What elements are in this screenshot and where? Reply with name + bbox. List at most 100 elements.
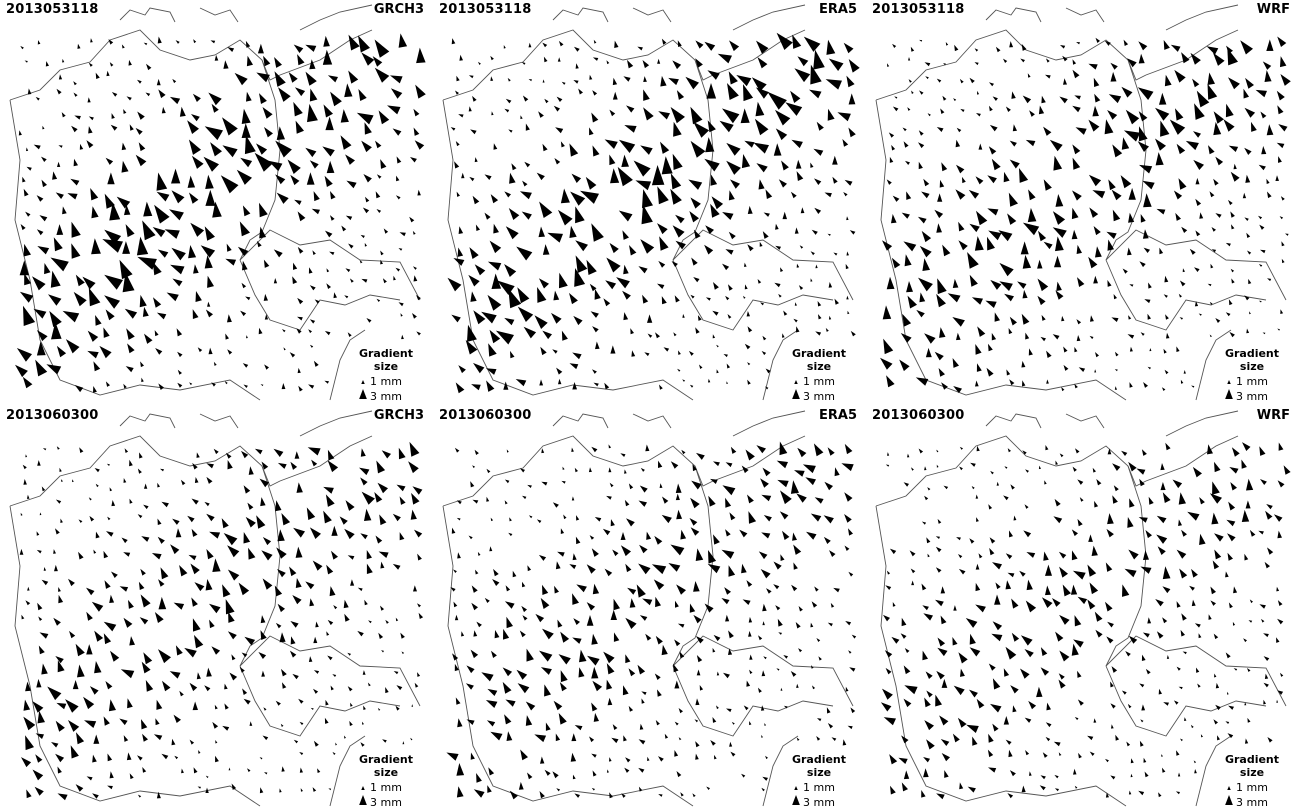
gradient-symbol [725, 249, 734, 255]
gradient-symbol [309, 527, 321, 539]
gradient-symbol [1249, 599, 1253, 604]
gradient-symbol [129, 459, 133, 467]
gradient-symbol [292, 276, 298, 284]
gradient-symbol [1245, 738, 1249, 744]
gradient-symbol [171, 168, 181, 184]
gradient-symbol [1011, 632, 1020, 642]
gradient-symbol [292, 673, 299, 680]
gradient-symbol [471, 384, 481, 391]
gradient-symbol [1126, 58, 1137, 68]
gradient-symbol [557, 551, 565, 557]
gradient-symbol [570, 752, 577, 762]
gradient-symbol [1230, 171, 1240, 182]
gradient-symbol [641, 204, 653, 225]
gradient-symbol [670, 461, 679, 469]
gradient-symbol [361, 140, 372, 153]
gradient-symbol [311, 208, 320, 215]
gradient-symbol [693, 229, 701, 239]
gradient-symbol [694, 719, 699, 723]
triangle-icon [789, 388, 803, 403]
gradient-symbol [940, 739, 950, 746]
gradient-symbol [574, 467, 578, 473]
gradient-legend: Gradient size 1 mm 3 mm [1212, 753, 1292, 809]
gradient-symbol [1225, 103, 1234, 118]
gradient-symbol [696, 669, 701, 676]
gradient-symbol [678, 737, 682, 741]
panel-date-label: 2013060300 [439, 408, 532, 423]
gradient-symbol [1240, 40, 1253, 55]
gradient-symbol [139, 294, 147, 308]
gradient-symbol [1003, 716, 1009, 725]
gradient-symbol [1063, 78, 1067, 85]
gradient-symbol [1040, 775, 1046, 780]
gradient-symbol [347, 652, 351, 656]
gradient-symbol [470, 649, 479, 659]
triangle-icon [789, 779, 803, 794]
border-line [875, 99, 1127, 401]
gradient-symbol [107, 172, 115, 185]
gradient-symbol [94, 468, 100, 473]
gradient-symbol [624, 499, 630, 507]
gradient-symbol [350, 579, 355, 586]
gradient-symbol [658, 260, 666, 268]
gradient-symbol [848, 528, 853, 536]
gradient-symbol [620, 532, 626, 540]
gradient-symbol [489, 546, 493, 552]
gradient-symbol [1007, 213, 1017, 225]
gradient-symbol [985, 300, 997, 308]
gradient-symbol [810, 64, 822, 85]
gradient-symbol [379, 514, 387, 526]
gradient-symbol [455, 90, 459, 95]
gradient-symbol [33, 144, 41, 150]
gradient-symbol [845, 686, 849, 692]
gradient-symbol [763, 515, 772, 522]
gradient-symbol [674, 639, 681, 647]
gradient-symbol [1169, 119, 1186, 135]
gradient-symbol [939, 327, 946, 338]
gradient-symbol [1176, 601, 1181, 608]
gradient-symbol [937, 278, 947, 295]
gradient-symbol [144, 333, 153, 344]
gradient-symbol [522, 615, 528, 621]
gradient-symbol [225, 452, 232, 459]
gradient-symbol [192, 618, 201, 632]
gradient-symbol [1071, 229, 1078, 240]
gradient-symbol [1128, 549, 1139, 560]
gradient-symbol [765, 189, 773, 199]
gradient-symbol [1003, 58, 1008, 63]
gradient-symbol [399, 496, 406, 505]
gradient-symbol [88, 116, 94, 121]
gradient-symbol [1159, 92, 1167, 105]
gradient-symbol [935, 536, 940, 539]
gradient-symbol [937, 193, 943, 202]
gradient-symbol [936, 670, 945, 680]
gradient-symbol [620, 545, 631, 557]
gradient-symbol [969, 633, 976, 645]
gradient-symbol [762, 467, 771, 477]
gradient-symbol [1052, 598, 1061, 607]
gradient-symbol [107, 785, 113, 790]
gradient-symbol [374, 67, 390, 83]
gradient-symbol [744, 284, 748, 290]
gradient-symbol [287, 159, 301, 174]
gradient-symbol [710, 174, 718, 186]
gradient-symbol [161, 753, 169, 760]
gradient-symbol [275, 140, 292, 158]
gradient-symbol [776, 460, 788, 469]
gradient-symbol [26, 494, 30, 499]
gradient-symbol [628, 668, 636, 677]
gradient-symbol [1074, 615, 1082, 627]
gradient-symbol [621, 154, 629, 167]
gradient-symbol [44, 263, 51, 275]
gradient-symbol [1129, 498, 1135, 508]
gradient-symbol [947, 293, 961, 303]
gradient-symbol [156, 791, 161, 799]
gradient-symbol [672, 225, 685, 238]
gradient-symbol [909, 550, 916, 557]
gradient-symbol [926, 537, 931, 544]
gradient-symbol [380, 159, 387, 169]
gradient-symbol [1184, 717, 1187, 721]
gradient-symbol [590, 311, 599, 318]
gradient-symbol [299, 767, 303, 773]
gradient-symbol [695, 58, 703, 68]
